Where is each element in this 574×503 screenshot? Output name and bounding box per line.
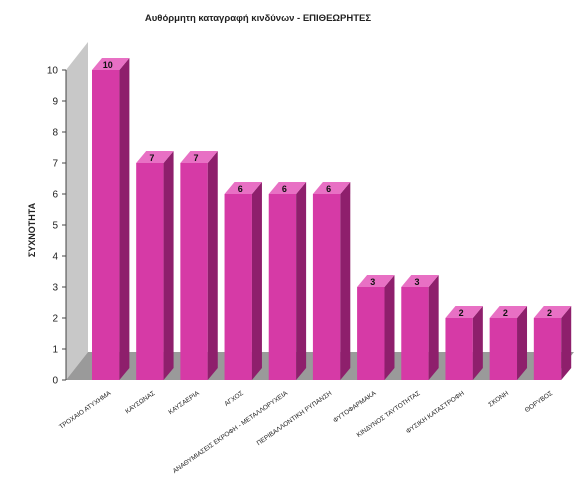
bar: 6 xyxy=(224,182,262,380)
y-tick-label: 1 xyxy=(52,345,58,356)
bar-front xyxy=(533,318,562,380)
bar-top xyxy=(268,182,307,194)
bar: 2 xyxy=(533,306,572,380)
bar: 10 xyxy=(92,58,130,380)
y-tick-label: 7 xyxy=(52,159,58,170)
bar-top xyxy=(224,182,262,194)
bar-side xyxy=(428,275,439,380)
bar-front xyxy=(489,318,518,380)
data-label: 6 xyxy=(326,184,331,194)
bar-side xyxy=(472,306,483,380)
category-label: ΑΓΧΟΣ xyxy=(223,390,244,408)
y-tick-label: 3 xyxy=(52,283,58,294)
bar: 3 xyxy=(357,275,395,380)
bar: 7 xyxy=(180,151,218,380)
y-tick-label: 2 xyxy=(52,314,58,325)
bar-front xyxy=(268,194,297,380)
bars: 10 7 7 6 6 6 3 3 2 2 2 xyxy=(92,58,572,380)
data-label: 3 xyxy=(370,277,375,287)
bar-top xyxy=(533,306,572,318)
category-label: ΤΡΟΧΑΙΟ ΑΤΥΧΗΜΑ xyxy=(58,390,113,431)
bar-top xyxy=(489,306,528,318)
bar-front xyxy=(92,70,120,380)
category-label: ΚΑΥΣΑΕΡΙΑ xyxy=(167,390,201,417)
data-label: 2 xyxy=(459,308,464,318)
bar: 6 xyxy=(312,182,351,380)
bar-top xyxy=(312,182,351,194)
bar-side xyxy=(119,58,130,380)
data-label: 10 xyxy=(103,60,113,70)
data-label: 6 xyxy=(238,184,243,194)
y-tick-label: 9 xyxy=(52,97,58,108)
y-tick-label: 8 xyxy=(52,128,58,139)
bar-side xyxy=(296,182,307,380)
bar: 2 xyxy=(445,306,483,380)
bar-front xyxy=(401,287,429,380)
bar-side xyxy=(384,275,395,380)
bar: 2 xyxy=(489,306,528,380)
bar-front xyxy=(445,318,473,380)
data-label: 3 xyxy=(414,277,419,287)
bar: 6 xyxy=(268,182,307,380)
bar-top xyxy=(136,151,174,163)
y-tick-label: 10 xyxy=(47,66,59,77)
bar-top xyxy=(180,151,218,163)
category-label: ΣΚΟΝΗ xyxy=(487,390,510,409)
bar-top xyxy=(357,275,395,287)
bar-top xyxy=(92,58,130,70)
bar: 3 xyxy=(401,275,439,380)
data-label: 2 xyxy=(503,308,508,318)
category-label: ΘΟΡΥΒΟΣ xyxy=(524,390,554,414)
bar-side xyxy=(517,306,528,380)
bar-side xyxy=(561,306,572,380)
bar-front xyxy=(224,194,252,380)
bar-top xyxy=(445,306,483,318)
y-tick-label: 4 xyxy=(52,252,58,263)
data-label: 2 xyxy=(547,308,552,318)
bar-side xyxy=(251,182,262,380)
category-labels: ΤΡΟΧΑΙΟ ΑΤΥΧΗΜΑ ΚΑΥΣΩΝΑΣ ΚΑΥΣΑΕΡΙΑ ΑΓΧΟΣΑΝΑ… xyxy=(58,390,554,475)
category-label: ΚΑΥΣΩΝΑΣ xyxy=(124,390,156,415)
y-axis-ticks: 0 1 2 3 4 5 6 7 8 9 10 xyxy=(47,66,67,387)
bar-side xyxy=(207,151,218,380)
data-label: 7 xyxy=(149,153,154,163)
category-label: ΦΥΤΟΦΑΡΜΑΚΑ xyxy=(332,390,378,425)
bar-top xyxy=(401,275,439,287)
bar-front xyxy=(312,194,341,380)
bar-side xyxy=(340,182,351,380)
y-tick-label: 5 xyxy=(52,221,58,232)
category-label: ΠΕΡΙΒΑΛΛΟΝΤΙΚΗ ΡΥΠΑΝΣΗ xyxy=(256,390,334,447)
bar-front xyxy=(180,163,208,380)
y-axis-label: ΣΥΧΝΟΤΗΤΑ xyxy=(27,202,37,257)
data-label: 7 xyxy=(194,153,199,163)
data-label: 6 xyxy=(282,184,287,194)
chart-title: Αυθόρμητη καταγραφή κινδύνων - ΕΠΙΘΕΩΡΗΤ… xyxy=(145,13,371,24)
bar: 7 xyxy=(136,151,174,380)
bar-front xyxy=(136,163,164,380)
y-tick-label: 0 xyxy=(52,376,58,387)
side-wall xyxy=(66,42,88,380)
y-tick-label: 6 xyxy=(52,190,58,201)
bar-front xyxy=(357,287,385,380)
bar-side xyxy=(163,151,174,380)
